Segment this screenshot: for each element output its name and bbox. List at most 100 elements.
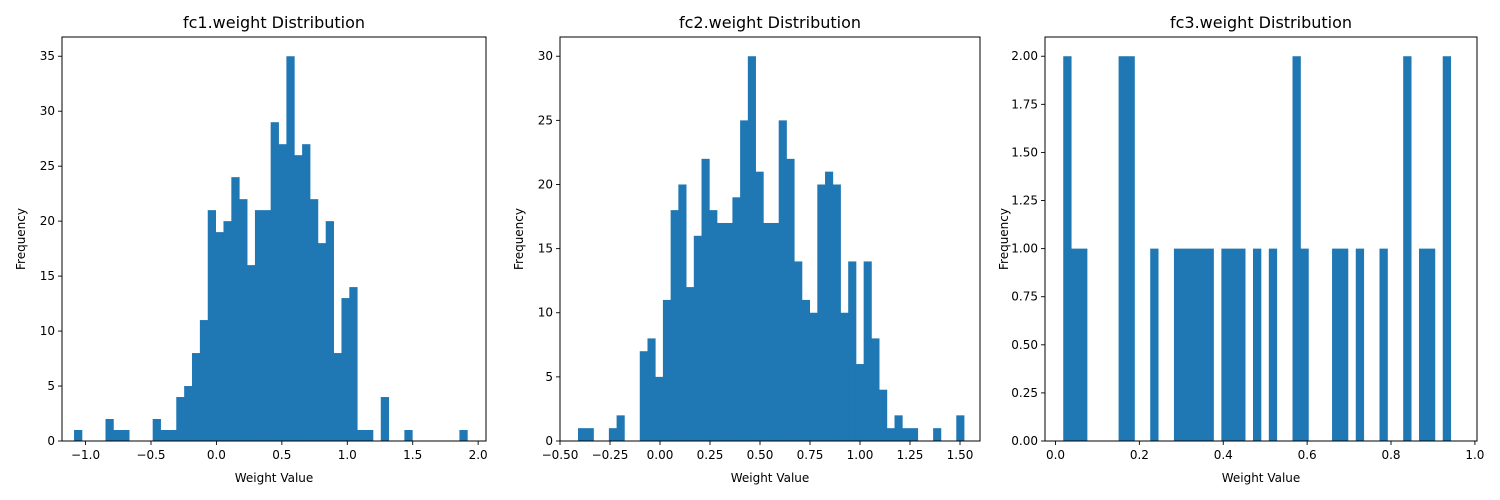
histogram-bar [740,120,749,442]
histogram-bar [1173,248,1183,441]
histogram-bar [855,364,865,441]
x-tick-label: −0.50 [542,448,579,462]
histogram-bar [578,428,587,441]
histogram-bar [894,415,903,441]
y-tick-label: 30 [40,104,55,118]
histogram-bar [1221,248,1230,441]
histogram-bar [1063,56,1072,442]
x-tick-label: 1.50 [947,448,974,462]
histogram-bar [693,235,702,441]
histogram-bar [176,397,185,441]
y-tick-label: 35 [40,49,55,63]
histogram-bar [909,428,919,441]
histogram-bar [809,312,818,441]
y-tick-label: 10 [538,306,553,320]
histogram-bar [239,199,248,441]
histogram-bar [160,430,169,441]
histogram-bar [74,430,83,441]
histogram-bar [848,261,857,441]
histogram-bar [1189,248,1199,441]
histogram-bar [199,320,209,441]
histogram-bar [105,419,114,441]
y-tick-label: 15 [538,242,553,256]
x-tick-label: 1.5 [403,448,422,462]
histogram-bar [1355,248,1365,441]
histogram-bar [1339,248,1349,441]
histogram-bar [1150,248,1159,441]
histogram-bar [270,122,279,441]
histogram-bar [1126,56,1135,442]
histogram-bar [763,222,772,441]
histogram-bar [933,428,942,441]
histogram-bar [357,430,366,441]
histogram-bar [113,430,122,441]
histogram-bar [608,428,617,441]
histogram-bar [871,338,880,441]
histogram-bar [1181,248,1191,441]
histogram-bar [380,397,390,441]
histogram-bar [771,222,780,441]
histogram-bar [778,120,787,442]
histogram-bar [1379,248,1388,441]
y-tick-label: 0 [545,434,553,448]
x-tick-label: 0.75 [797,448,824,462]
histogram-bar [1268,248,1278,441]
histogram-bar [956,415,965,441]
histogram-bar [1197,248,1206,441]
histogram-bar [1079,248,1088,441]
histogram-bar [1205,248,1214,441]
x-tick-label: 0.50 [747,448,774,462]
y-tick-label: 25 [40,159,55,173]
histogram-bar [309,199,319,441]
histogram-bar [1403,56,1412,442]
histogram-bar [302,144,311,441]
histogram-bar [716,222,726,441]
histogram-bar [254,210,264,441]
histogram-bar [879,389,888,441]
histogram-bar [247,265,256,441]
histogram-bar [215,232,224,441]
histogram-bar [184,386,193,441]
y-tick-label: 5 [545,370,553,384]
x-tick-label: 0.5 [272,448,291,462]
y-axis-label: Frequency [997,208,1011,270]
y-tick-label: 0.50 [1011,338,1038,352]
x-axis-label: Weight Value [731,471,810,485]
x-tick-label: 0.4 [1214,448,1233,462]
axes-frame [61,36,487,442]
histogram-bar [1426,248,1436,441]
histogram-bar [333,353,342,441]
histogram-bar [616,415,625,441]
y-tick-label: 30 [538,49,553,63]
x-tick-label: 0.6 [1298,448,1317,462]
chart-title: fc3.weight Distribution [1170,13,1352,32]
histogram-bar [755,171,764,442]
y-tick-label: 0.00 [1011,434,1038,448]
histogram-bar [207,210,216,441]
histogram-bar [325,221,334,441]
y-tick-label: 1.75 [1011,97,1038,111]
histogram-bar [1442,56,1452,442]
y-tick-label: 2.00 [1011,49,1038,63]
histogram-bar [349,287,358,441]
histogram-bar [786,158,795,441]
fc3-weight-histogram: 0.0 0.2 0.4 0.6 0.8 1.0 0.00 0.25 0.50 0.75 1.00 1.… [997,13,1484,485]
histogram-bar [1332,248,1341,441]
bars [74,56,468,442]
histogram-bar [863,261,872,441]
histogram-bar [262,210,272,441]
histogram-bar [724,222,733,441]
histogram-bar [902,428,911,441]
histogram-bar [1252,248,1262,441]
histogram-bar [817,184,826,442]
y-tick-label: 1.50 [1011,145,1038,159]
histogram-bar [121,430,130,441]
histogram-bar [647,338,656,441]
x-tick-label: 2.0 [469,448,488,462]
histogram-bar [678,184,687,442]
histogram-bar [825,171,834,442]
histogram-bar [459,430,468,441]
histogram-bar [1419,248,1428,441]
histogram-bar [1229,248,1238,441]
